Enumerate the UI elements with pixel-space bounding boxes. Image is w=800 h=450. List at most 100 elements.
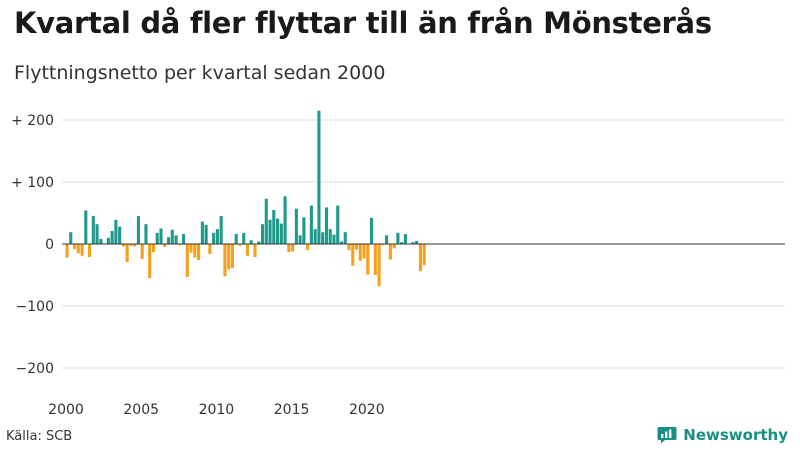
bar	[287, 244, 291, 253]
brand-logo: Newsworthy	[657, 426, 788, 444]
bar	[245, 244, 250, 256]
bar	[166, 237, 171, 244]
bar	[208, 244, 212, 254]
bar	[200, 221, 204, 244]
brand-name: Newsworthy	[683, 426, 788, 444]
bar	[242, 232, 246, 244]
bar	[72, 244, 77, 249]
bar	[129, 244, 133, 246]
bar	[151, 244, 156, 253]
bar	[377, 244, 381, 287]
bar	[385, 235, 389, 244]
bar	[343, 232, 347, 244]
bar	[272, 209, 276, 244]
bar	[253, 244, 257, 258]
bar	[133, 244, 137, 247]
y-tick-label: −100	[16, 299, 54, 315]
bar	[302, 217, 306, 244]
bar	[373, 244, 377, 275]
bars	[62, 110, 785, 287]
x-tick-label: 2010	[199, 402, 235, 418]
bar	[260, 224, 265, 244]
bar	[358, 244, 362, 261]
bar	[268, 219, 272, 244]
y-tick-label: + 200	[11, 113, 54, 129]
bar	[370, 217, 374, 244]
source-label: Källa: SCB	[6, 429, 73, 444]
bar	[185, 244, 189, 277]
y-tick-label: + 100	[11, 175, 54, 191]
bar	[422, 244, 426, 266]
bar	[366, 244, 370, 275]
bar	[212, 232, 216, 244]
bar	[230, 244, 234, 269]
bar	[204, 224, 208, 244]
bar	[155, 232, 159, 244]
bar	[298, 235, 302, 244]
bar	[354, 244, 359, 250]
bar	[234, 234, 238, 244]
bar	[418, 244, 422, 272]
bar	[332, 234, 336, 244]
bar	[313, 229, 317, 244]
y-tick-label: 0	[45, 237, 54, 253]
bar	[76, 244, 80, 254]
bar	[400, 242, 404, 244]
bar	[351, 244, 355, 266]
bar	[144, 224, 148, 244]
bar	[223, 244, 227, 277]
bar	[148, 244, 152, 279]
bar	[309, 205, 313, 244]
bar	[403, 234, 407, 244]
x-tick-label: 2005	[123, 402, 159, 418]
y-axis-ticks: + 200 + 100 0 −100 −200	[11, 113, 54, 377]
bar	[336, 205, 340, 244]
bar	[99, 239, 103, 244]
bar	[189, 244, 193, 253]
bar	[182, 234, 186, 244]
bar	[279, 223, 283, 244]
bar	[118, 226, 122, 244]
bar	[381, 244, 385, 246]
x-axis-ticks: 2000 2005 2010 2015 2020	[48, 402, 384, 418]
x-tick-label: 2000	[48, 402, 84, 418]
bar	[362, 244, 366, 259]
bar	[88, 244, 92, 258]
bar	[249, 240, 253, 244]
bar	[411, 242, 415, 244]
bar	[215, 229, 219, 244]
bar	[91, 216, 95, 244]
bar	[321, 232, 325, 244]
bar	[114, 219, 118, 244]
bar	[283, 196, 287, 244]
bar	[388, 244, 392, 260]
bar	[415, 240, 419, 244]
bar	[80, 244, 84, 256]
bar	[392, 244, 396, 249]
bar	[264, 198, 268, 244]
bar	[65, 244, 69, 258]
bar	[140, 244, 144, 259]
bar	[339, 241, 344, 244]
bar	[324, 207, 328, 244]
gridlines	[62, 119, 785, 369]
bar	[306, 244, 310, 251]
bar	[106, 237, 110, 244]
bar	[197, 244, 201, 261]
bar	[193, 244, 197, 258]
bar	[110, 230, 114, 244]
bar	[219, 216, 223, 244]
bar	[95, 224, 99, 244]
bar	[159, 228, 163, 244]
bar	[69, 232, 73, 244]
chart-title: Kvartal då fler flyttar till än från Mön…	[14, 6, 712, 40]
bar	[121, 244, 125, 247]
bar	[163, 244, 167, 248]
bar	[396, 232, 400, 244]
bar	[317, 110, 321, 244]
newsworthy-logo-icon	[657, 427, 677, 444]
y-tick-label: −200	[16, 361, 54, 377]
bar	[125, 244, 129, 262]
bar	[257, 241, 261, 244]
